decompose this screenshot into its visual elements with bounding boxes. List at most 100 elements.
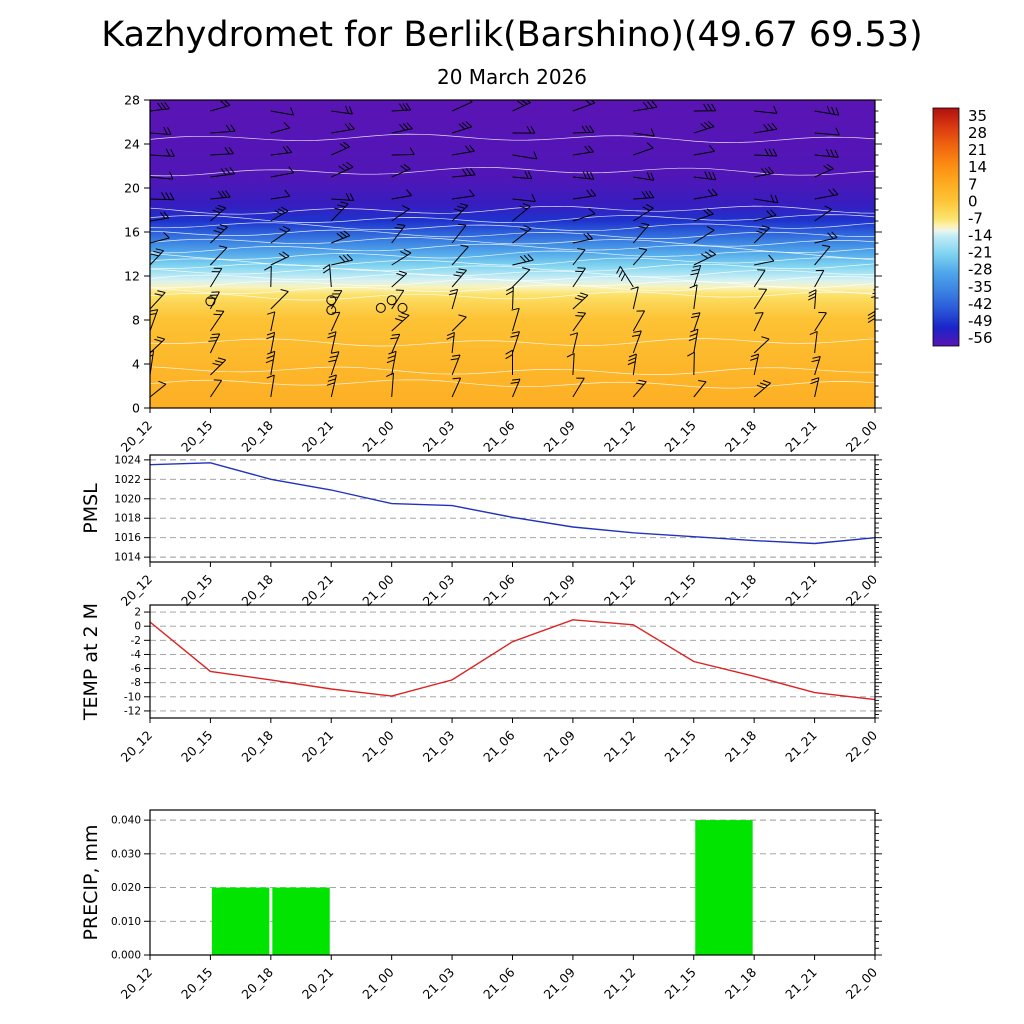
wind-barb (874, 286, 875, 287)
wind-barb-feather (700, 253, 709, 259)
y-tick-label: 0.010 (111, 916, 141, 928)
wind-barb-feather (458, 223, 467, 226)
wind-barb-feather (707, 120, 715, 128)
x-tick-label: 20_21 (299, 965, 337, 1003)
wind-barb-feather (756, 230, 765, 234)
wind-barb (572, 268, 586, 288)
wind-barb-feather (330, 351, 340, 354)
x-tick-label: 21_21 (782, 965, 820, 1003)
wind-barb-feather (340, 201, 349, 205)
x-tick-label: 21_21 (782, 728, 820, 766)
wind-barb-feather (770, 209, 777, 216)
y-tick-label: 0.020 (111, 882, 141, 894)
wind-barb-feather (831, 106, 835, 115)
contour-line (150, 229, 875, 239)
colorbar (932, 107, 960, 347)
contour-line (150, 257, 875, 267)
wind-barb-feather (616, 266, 621, 274)
wind-barb (150, 292, 166, 310)
colorbar-tick-label: -56 (968, 329, 993, 347)
wind-barb-feather (150, 313, 157, 316)
wind-barb-feather (889, 194, 892, 201)
y-tick-label: 28 (124, 93, 140, 108)
wind-barb (329, 264, 332, 288)
wind-barb-feather (580, 292, 589, 296)
wind-barb (210, 247, 228, 266)
wind-barb-feather (759, 382, 768, 387)
wind-barb-feather (810, 380, 819, 385)
wind-barb-feather (458, 314, 467, 318)
wind-barb (391, 273, 408, 288)
wind-barb (451, 316, 467, 332)
colorbar-tick-label: 7 (968, 175, 978, 193)
wind-barb (693, 284, 698, 310)
wind-barb (210, 153, 234, 156)
wind-barb-feather (150, 354, 154, 357)
wind-barb-feather (511, 331, 520, 334)
wind-barb-feather (446, 331, 455, 337)
wind-barb-feather (345, 192, 351, 201)
wind-barb-feather (876, 335, 884, 336)
wind-barb-feather (160, 102, 167, 110)
wind-barb-feather (523, 225, 532, 230)
wind-barb-feather (336, 232, 344, 239)
wind-barb (451, 269, 467, 288)
wind-barb-feather (892, 195, 895, 202)
wind-barb (754, 172, 774, 178)
wind-barb-feather (212, 209, 221, 214)
wind-barb-feather (825, 148, 831, 157)
x-tick-label: 21_12 (601, 418, 639, 456)
wind-barb-feather (826, 163, 834, 170)
wind-barb (754, 214, 777, 222)
y-tick-label: 4 (132, 357, 140, 372)
wind-barb-feather (505, 354, 513, 360)
wind-barb (391, 109, 411, 112)
wind-barb (874, 242, 875, 243)
pmsl-panel: 1014 1016 1018 1020 1022 1024 20_12 20_15 20_18 2… (80, 454, 882, 609)
wind-barb (331, 166, 354, 178)
wind-barb (330, 351, 340, 376)
wind-barb-feather (395, 318, 403, 322)
x-tick-label: 21_09 (541, 964, 579, 1002)
wind-barb-feather (277, 208, 286, 214)
wind-barb-feather (169, 171, 174, 180)
wind-barb (632, 310, 646, 332)
wind-barb (452, 150, 475, 156)
wind-barb-feather (450, 358, 459, 361)
wind-barb (632, 353, 637, 376)
wind-barb-feather (406, 189, 412, 196)
x-tick-label: 21_15 (661, 418, 699, 456)
y-tick-label: 12 (124, 269, 140, 284)
contour-line (150, 133, 875, 143)
colorbar-tick-label: -49 (968, 312, 993, 330)
wind-barb-feather (266, 355, 275, 359)
wind-barb-feather (229, 167, 236, 175)
wind-barb-feather (348, 106, 353, 115)
wind-barb (874, 307, 875, 309)
wind-barb (391, 195, 412, 200)
wind-barb (330, 203, 349, 222)
wind-barb-feather (880, 255, 886, 260)
wind-barb (331, 128, 355, 134)
wind-barb-feather (643, 102, 649, 109)
wind-barb-feather (394, 227, 403, 229)
wind-barb-feather (510, 334, 519, 338)
wind-barb-feather (399, 103, 405, 111)
wind-barb-feather (756, 384, 765, 389)
precip-bar (211, 887, 270, 955)
wind-barb-feather (327, 335, 336, 339)
wind-barb (391, 208, 410, 222)
wind-barb-feather (832, 188, 839, 195)
wind-barb (391, 128, 413, 134)
wind-barb (512, 228, 532, 244)
wind-barb (150, 198, 175, 201)
wind-barb-feather (163, 231, 170, 239)
y-tick-label: 20 (124, 181, 140, 196)
wind-barb (572, 332, 579, 354)
wind-barb-feather (708, 171, 713, 180)
wind-barb-feather (885, 193, 888, 201)
wind-barb-feather (344, 123, 351, 131)
date-subtitle: 20 March 2026 (437, 65, 587, 89)
wind-barb-feather (464, 145, 471, 153)
wind-barb-feather (343, 141, 350, 148)
